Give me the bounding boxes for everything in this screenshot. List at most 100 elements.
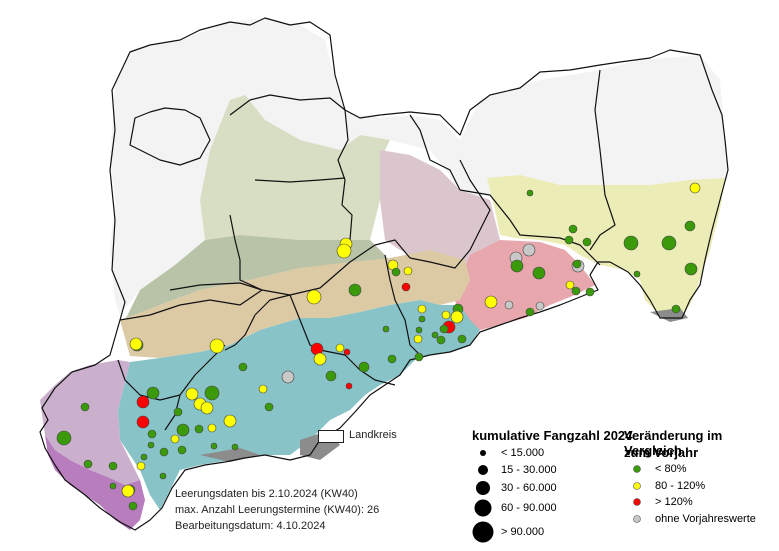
trap-point-green (80, 402, 90, 412)
trap-point-green (147, 429, 157, 439)
border-13 (409, 114, 461, 191)
size-symbol-2 (478, 465, 488, 475)
trap-point-yellow (403, 266, 413, 276)
trap-point-yellow (335, 343, 345, 353)
color-class-80-120: 80 - 120% (655, 480, 706, 492)
trap-point-green (176, 423, 190, 437)
trap-point-red (345, 382, 353, 390)
trap-point-yellow (306, 289, 322, 305)
trap-point-yellow (207, 423, 217, 433)
trap-point-green (623, 235, 639, 251)
trap-point-yellow (209, 338, 225, 354)
region-fills (40, 18, 728, 530)
trap-point-green (436, 335, 446, 345)
region-foothill-tan (120, 250, 470, 358)
size-symbol-5 (472, 521, 494, 543)
trap-point-yellow (121, 484, 135, 498)
color-symbol-red (633, 498, 641, 506)
trap-point-green (671, 304, 681, 314)
border-4 (229, 214, 263, 291)
border-2 (337, 109, 353, 241)
trap-point-green (128, 501, 138, 511)
border-16 (224, 314, 256, 351)
trap-point-green (264, 402, 274, 412)
info-max-emptying: max. Anzahl Leerungstermine (KW40): 26 (175, 504, 380, 516)
trap-point-yellow (336, 243, 352, 259)
trap-point-green (348, 283, 362, 297)
size-class-3: 30 - 60.000 (501, 482, 557, 494)
color-legend-title-line2: zum Vorjahr (624, 445, 699, 460)
trap-point-green (582, 237, 592, 247)
trap-point-yellow (129, 337, 143, 351)
trap-point-red (136, 415, 150, 429)
region-vogtland-dark (45, 435, 145, 530)
trap-point-yellow (413, 334, 423, 344)
color-class-gt120: > 120% (655, 496, 693, 508)
trap-point-green (568, 224, 578, 234)
trap-point-red (343, 348, 351, 356)
trap-point-grey (535, 301, 545, 311)
size-legend-title: kumulative Fangzahl 2024 (472, 428, 633, 443)
border-14 (164, 344, 226, 431)
trap-point-green (173, 407, 183, 417)
trap-point-green (415, 326, 423, 334)
landkreis-legend-swatch (318, 430, 344, 443)
trap-point-green (526, 189, 534, 197)
border-10 (409, 159, 491, 269)
trap-point-green (146, 386, 160, 400)
size-symbol-4 (474, 499, 492, 517)
border-leipzig (129, 107, 211, 166)
trap-point-green (585, 287, 595, 297)
trap-point-yellow (136, 461, 146, 471)
trap-point-green (194, 424, 204, 434)
trap-point-yellow (258, 384, 268, 394)
color-symbol-yellow (633, 482, 641, 490)
color-legend-symbols (633, 465, 641, 523)
trap-point-green (457, 334, 467, 344)
trap-point-green (564, 235, 574, 245)
size-legend-symbols (472, 450, 494, 543)
landkreis-legend-label: Landkreis (349, 429, 397, 441)
trap-point-grey (281, 370, 295, 384)
trap-point-green (56, 430, 72, 446)
trap-point-green (140, 453, 148, 461)
trap-point-yellow (450, 310, 464, 324)
trap-point-green (238, 362, 248, 372)
trap-point-green (358, 361, 370, 373)
border-5 (169, 239, 411, 296)
trap-point-green (439, 324, 449, 334)
region-vogtland-purple (40, 360, 140, 485)
trap-point-green (414, 352, 424, 362)
trap-point-yellow (441, 310, 451, 320)
trap-point-green (431, 331, 439, 339)
trap-point-yellow (223, 414, 237, 428)
info-processing-date: Bearbeitungsdatum: 4.10.2024 (175, 520, 326, 532)
color-symbol-green (633, 465, 641, 473)
trap-point-green (391, 267, 401, 277)
trap-point-yellow (200, 401, 214, 415)
border-3 (254, 177, 346, 183)
border-1 (229, 94, 346, 116)
size-class-1: < 15.000 (501, 447, 545, 459)
region-elbe-pink (380, 150, 500, 280)
info-emptying-data: Leerungsdaten bis 2.10.2024 (KW40) (175, 488, 358, 500)
trap-point-green (204, 385, 220, 401)
color-class-no-prev: ohne Vorjahreswerte (655, 513, 756, 525)
trap-point-green (83, 459, 93, 469)
trap-point-green (572, 259, 582, 269)
trap-point-green (159, 472, 167, 480)
trap-point-yellow (417, 304, 427, 314)
trap-point-green (684, 262, 698, 276)
region-mid-green (125, 235, 390, 320)
trap-point-green (382, 325, 390, 333)
trap-point-green (571, 286, 581, 296)
color-symbol-grey (633, 515, 641, 523)
trap-point-grey (504, 300, 514, 310)
border-9 (384, 254, 421, 356)
trap-point-grey (522, 243, 536, 257)
trap-points (56, 182, 701, 511)
trap-point-green (510, 259, 524, 273)
trap-point-green (210, 442, 218, 450)
trap-point-green (387, 354, 397, 364)
